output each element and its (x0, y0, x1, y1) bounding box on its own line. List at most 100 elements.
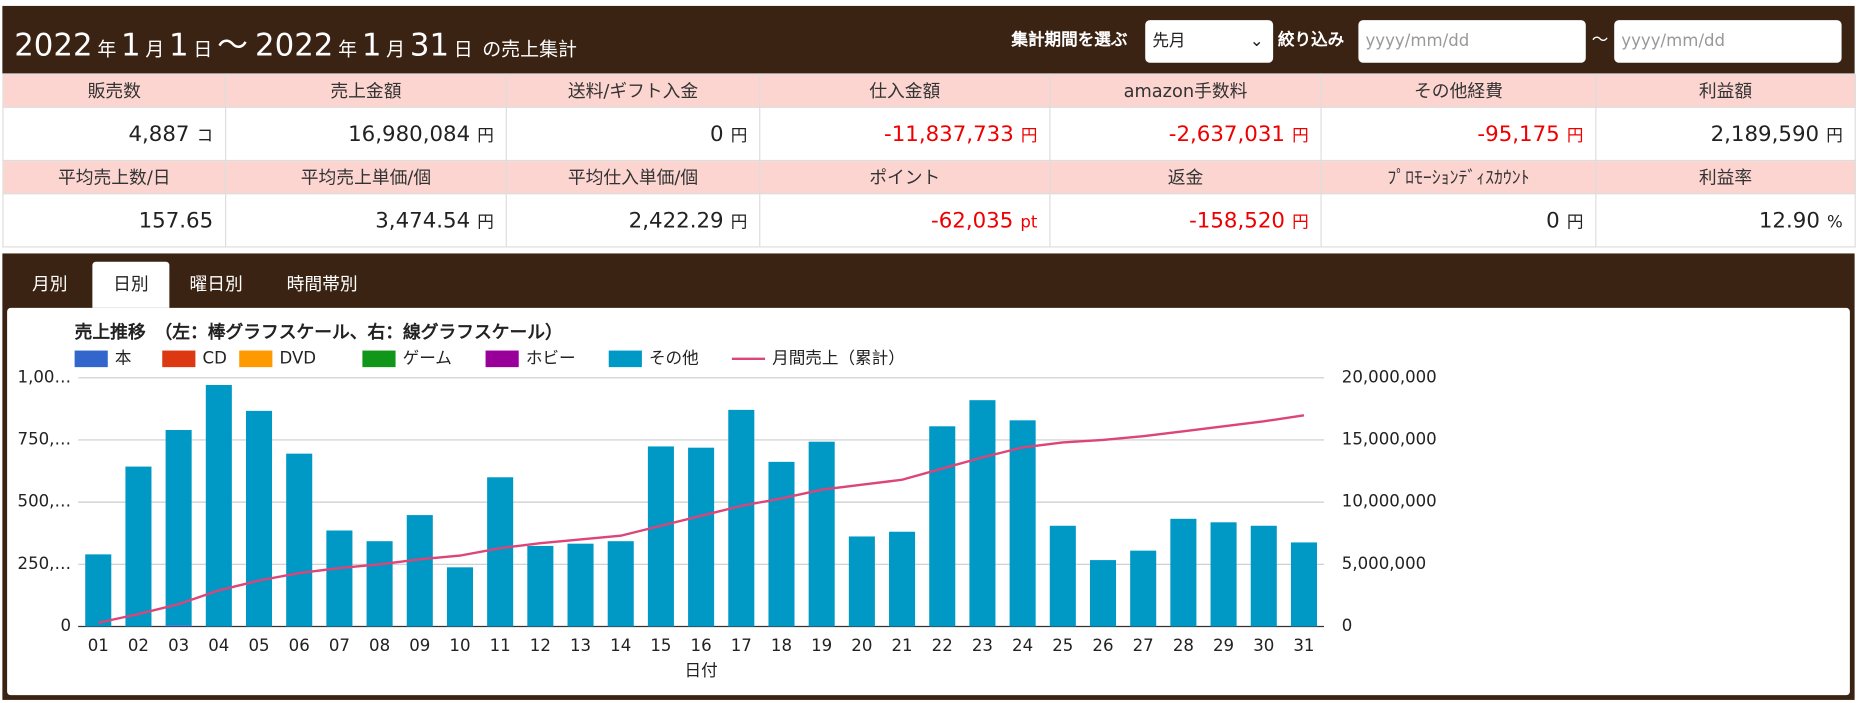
x-tick-label: 06 (289, 636, 310, 655)
bar (1049, 525, 1076, 627)
bar (1009, 420, 1036, 627)
stat-unit: 円 (730, 126, 748, 146)
stat-value: -158,520 (1189, 207, 1285, 233)
filter-label: 絞り込み (1277, 30, 1345, 50)
stat-value: -2,637,031 (1168, 121, 1285, 147)
stat-label: 平均仕入単価/個 (505, 159, 761, 195)
x-tick-label: 01 (88, 636, 109, 655)
stat-label: その他経費 (1320, 73, 1597, 108)
stat-value: 4,887 (128, 121, 190, 147)
y-tick-label: 1,00… (18, 367, 72, 386)
title-part: 年 (97, 37, 117, 61)
stat-cell: 3,474.54 円 (225, 193, 507, 248)
tab[interactable]: 日別 (92, 261, 170, 308)
x-tick-label: 25 (1052, 636, 1073, 655)
y2-tick-label: 15,000,000 (1342, 429, 1437, 448)
stat-label: 利益額 (1595, 73, 1856, 108)
bar (1250, 525, 1277, 627)
x-tick-label: 07 (329, 636, 350, 655)
stat-unit: 円 (477, 126, 494, 146)
bar (929, 426, 956, 627)
bar (1130, 550, 1157, 627)
stat-label: amazon手数料 (1049, 73, 1322, 108)
y2-tick-label: 5,000,000 (1342, 554, 1426, 573)
title-part: の売上集計 (482, 37, 577, 61)
stat-cell: -95,175 円 (1320, 106, 1597, 162)
chevron: ⌄ (1249, 31, 1264, 51)
title-part: 1 (361, 28, 382, 64)
title-part: ～ (217, 28, 248, 64)
select-value: 先月 (1152, 31, 1186, 51)
bar (286, 453, 313, 627)
stat-cell: -11,837,733 円 (759, 106, 1051, 162)
bar (527, 545, 554, 627)
bar (487, 477, 514, 627)
page-title: 2022 年 1 月 1 日～ 2022 年 1 月 31 日の売上集計 (14, 21, 582, 65)
date-from-input[interactable]: yyyy/mm/dd (1358, 20, 1586, 63)
title-part: 2022 (14, 28, 93, 64)
legend-label: ゲーム (403, 348, 452, 367)
stat-unit: 円 (1566, 126, 1584, 146)
title-part: 2022 (255, 28, 334, 64)
stat-value: -11,837,733 (884, 121, 1014, 147)
stats-header-row: 販売数 売上金額 送料/ギフト入金 仕入金額 amazon手数料 その他経費 利益額 (2, 73, 1856, 108)
title-part: 日 (453, 37, 473, 61)
legend-label: CD (203, 348, 227, 367)
legend-label: その他 (649, 348, 699, 367)
chart-panel: 月別 日別 曜日別 時間帯別 売上推移 （左：棒グラフスケール、右：線グラフスケール）… (2, 253, 1855, 700)
stat-value: -95,175 (1477, 121, 1560, 147)
stat-label: 送料/ギフト入金 (505, 73, 761, 108)
date-to-input[interactable]: yyyy/mm/dd (1614, 20, 1842, 63)
bar (85, 554, 112, 627)
period-label: 集計期間を選ぶ (1011, 30, 1128, 50)
y2-tick-label: 10,000,000 (1342, 492, 1437, 511)
x-tick-label: 10 (449, 636, 470, 655)
bar (406, 515, 433, 627)
legend-swatch (608, 350, 642, 368)
stat-cell: -62,035 pt (759, 193, 1051, 248)
period-select[interactable]: 先月 ⌄ (1145, 20, 1274, 63)
y2-tick-label: 20,000,000 (1342, 367, 1437, 386)
stat-unit: 円 (1292, 126, 1309, 146)
stats-value-row: 157.65 3,474.54 円 2,422.29 円 -62,035 pt -158,52… (2, 193, 1856, 248)
x-axis-label: 日付 (685, 661, 718, 680)
stat-label: 仕入金額 (759, 73, 1051, 108)
stat-value: -62,035 (931, 207, 1014, 233)
stat-label: 平均売上数/日 (2, 159, 227, 195)
y-tick-label: 750,… (18, 429, 72, 448)
title-part: 31 (409, 28, 450, 64)
bar (688, 447, 715, 627)
tab[interactable]: 曜日別 (189, 273, 243, 295)
x-tick-label: 14 (610, 636, 631, 655)
stat-unit: % (1827, 212, 1843, 232)
bar (446, 567, 473, 627)
stat-label: 売上金額 (225, 73, 507, 108)
bar (165, 430, 192, 626)
x-tick-label: 12 (530, 636, 551, 655)
y2-tick-label: 0 (1342, 616, 1353, 635)
x-tick-label: 02 (128, 636, 149, 655)
bar (165, 625, 192, 627)
title-part: 月 (386, 37, 406, 61)
y-tick-label: 500,… (18, 492, 72, 511)
stat-cell: 16,980,084 円 (225, 106, 507, 162)
tab[interactable]: 時間帯別 (286, 273, 358, 295)
legend-swatch (239, 350, 273, 368)
stats-header-row: 平均売上数/日 平均売上単価/個 平均仕入単価/個 ポイント 返金 ﾌﾟﾛﾓｰｼｮﾝﾃﾞｨ… (2, 159, 1856, 195)
x-tick-label: 26 (1092, 636, 1113, 655)
bar (245, 410, 273, 627)
x-tick-label: 24 (1012, 636, 1033, 655)
x-tick-label: 20 (851, 636, 872, 655)
bar (366, 541, 393, 627)
title-part: 年 (338, 37, 358, 61)
tab[interactable]: 月別 (31, 273, 68, 295)
stat-label: 利益率 (1595, 159, 1856, 195)
x-tick-label: 21 (891, 636, 912, 655)
x-tick-label: 19 (811, 636, 832, 655)
x-tick-label: 13 (570, 636, 591, 655)
x-tick-label: 15 (650, 636, 671, 655)
stat-cell: 12.90% (1595, 193, 1856, 248)
stats-table: 販売数 売上金額 送料/ギフト入金 仕入金額 amazon手数料 その他経費 利益額 4,88… (2, 73, 1856, 248)
